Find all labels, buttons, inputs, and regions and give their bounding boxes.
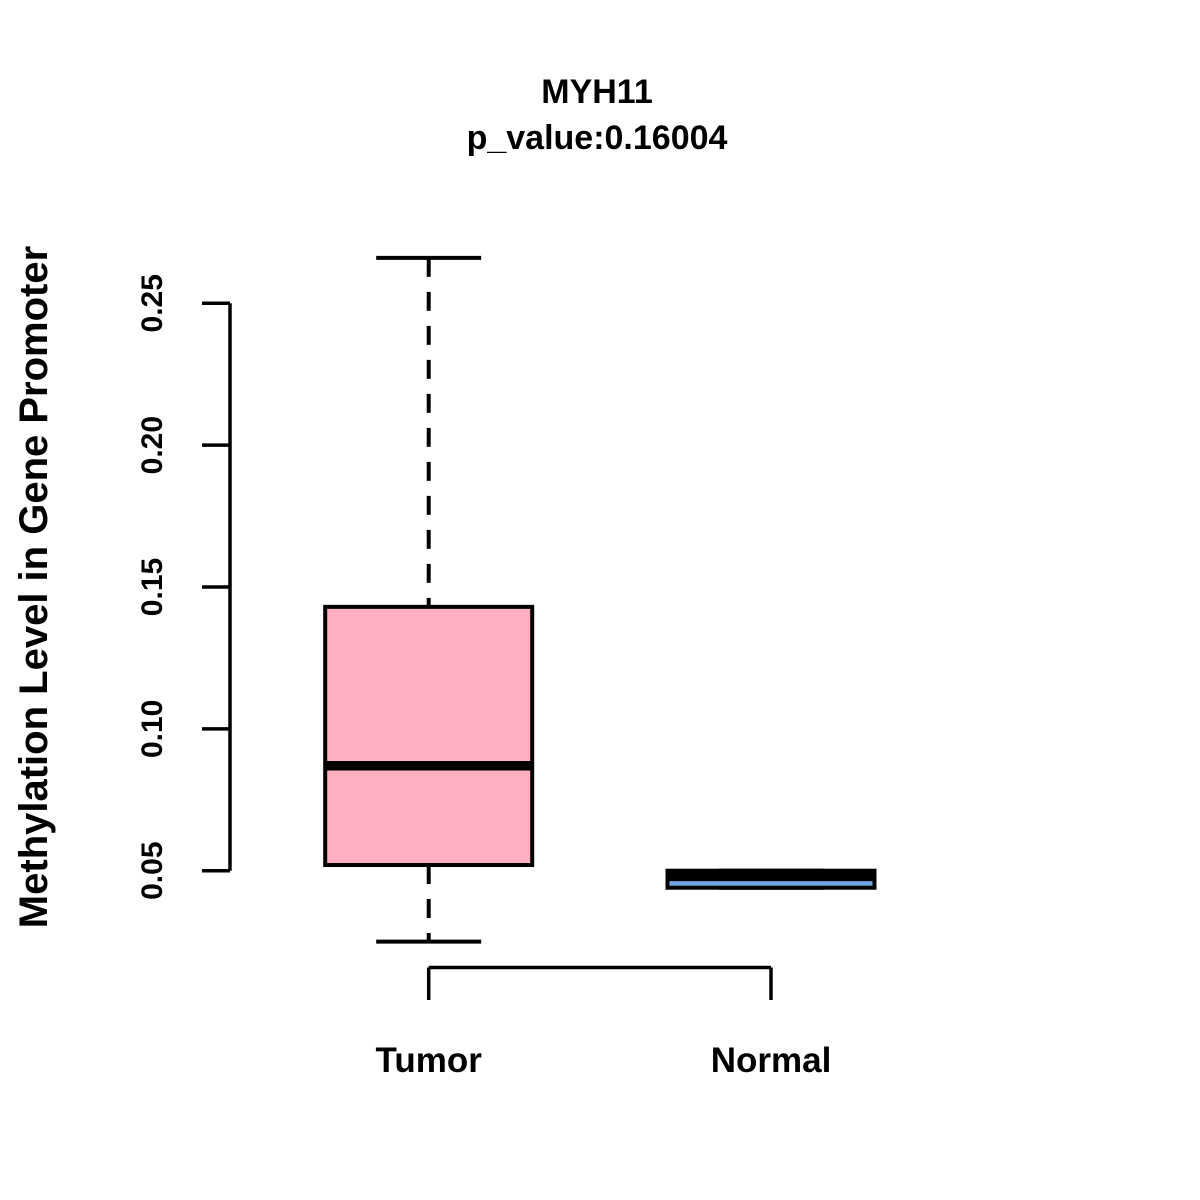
plot-area: 0.05 0.10 0.15 0.20 0.25 Tumor Normal <box>136 255 877 1080</box>
chart-title: MYH11 <box>541 73 653 111</box>
y-tick-label: 0.20 <box>136 416 169 474</box>
y-tick-label: 0.05 <box>136 842 169 900</box>
x-category-label-normal: Normal <box>711 1041 832 1080</box>
chart-subtitle: p_value:0.16004 <box>467 119 728 157</box>
y-axis-label: Methylation Level in Gene Promoter <box>12 246 56 928</box>
y-tick-label: 0.10 <box>136 700 169 758</box>
x-category-label-tumor: Tumor <box>376 1041 483 1080</box>
y-tick-label: 0.15 <box>136 558 169 616</box>
box-tumor <box>323 604 535 868</box>
y-tick-label: 0.25 <box>136 274 169 332</box>
